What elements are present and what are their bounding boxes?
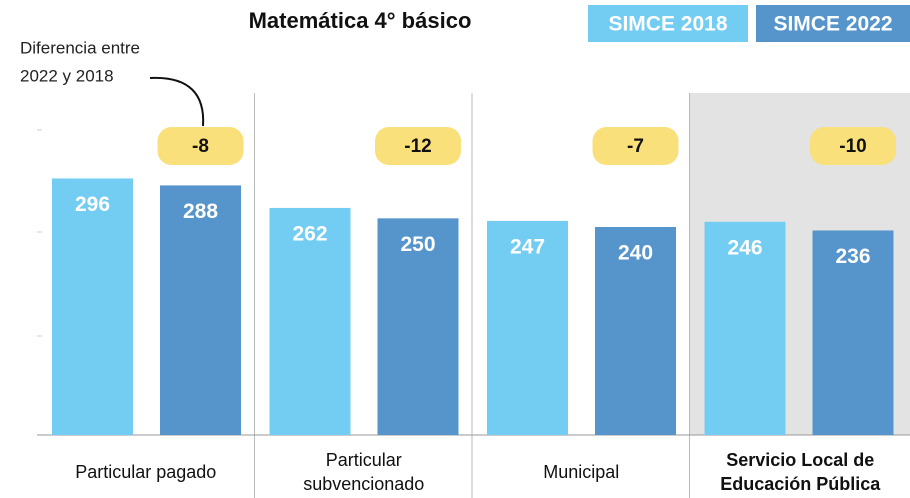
category-label: Municipal — [543, 462, 620, 482]
difference-badge — [592, 127, 679, 165]
annotation: 2022 y 2018 — [20, 66, 114, 85]
bar — [595, 227, 676, 435]
category-label: Particular subvencionado — [303, 450, 425, 494]
bar — [487, 220, 568, 435]
bar — [269, 207, 351, 435]
bar — [704, 221, 786, 435]
bar — [52, 178, 133, 435]
value-label: 250 — [400, 233, 435, 256]
chart-title: Matemática 4° básico — [249, 8, 472, 33]
bar — [812, 230, 894, 435]
value-label: 296 — [75, 193, 110, 216]
difference-label: -7 — [627, 136, 644, 157]
difference-badge — [157, 127, 244, 165]
legend-swatch — [756, 5, 910, 42]
difference-label: -8 — [192, 136, 209, 157]
legend-label: SIMCE 2022 — [773, 13, 892, 36]
difference-badge — [810, 127, 896, 165]
annotation-arrow — [149, 76, 205, 127]
value-label: 262 — [292, 222, 327, 245]
bar — [160, 185, 241, 435]
value-label: 288 — [183, 200, 218, 223]
annotation: Diferencia entre — [20, 38, 140, 57]
bar — [377, 218, 459, 435]
category-label: Servicio Local de Educación Pública — [720, 450, 881, 494]
value-label: 236 — [835, 245, 870, 268]
difference-label: -10 — [839, 136, 866, 157]
value-label: 246 — [727, 236, 762, 259]
difference-badge — [375, 127, 461, 165]
category-label: Particular pagado — [75, 462, 217, 482]
value-label: 240 — [618, 242, 653, 265]
legend-label: SIMCE 2018 — [608, 13, 727, 36]
difference-label: -12 — [404, 136, 431, 157]
legend-swatch — [588, 5, 748, 42]
value-label: 247 — [510, 235, 545, 258]
